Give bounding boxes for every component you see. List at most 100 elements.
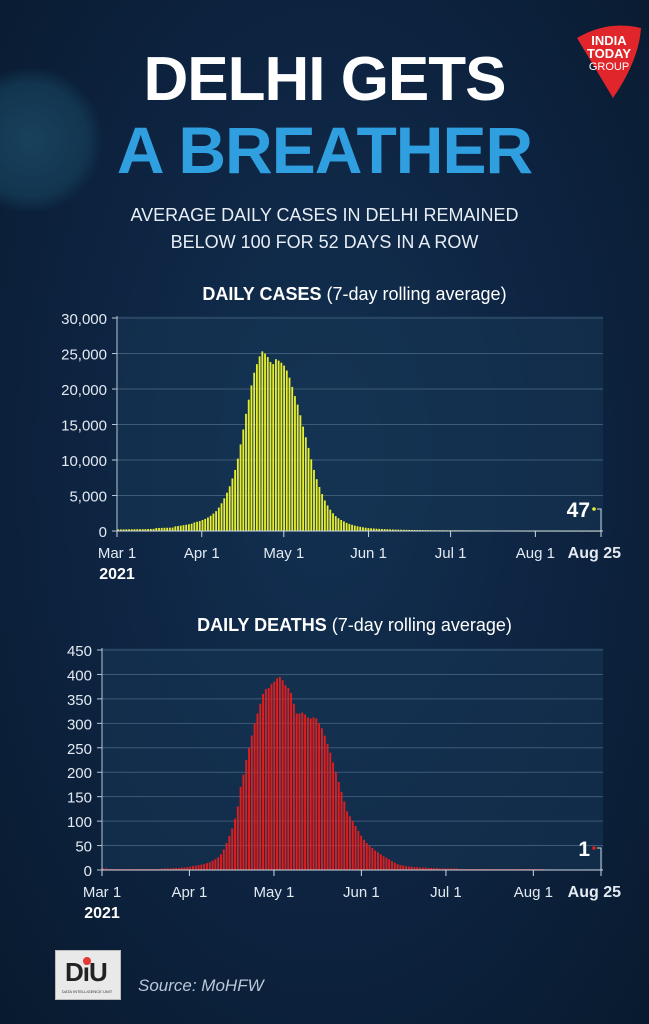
svg-text:TODAY: TODAY (587, 46, 631, 61)
deaths-bar (312, 717, 315, 870)
deaths-bar (416, 867, 419, 870)
cases-bar (231, 478, 234, 531)
cases-bar (152, 528, 155, 531)
deaths-last-value-dot (592, 846, 596, 850)
cases-bar (304, 437, 307, 531)
deaths-bar (332, 762, 335, 870)
cases-bar (168, 527, 171, 531)
deaths-bar (329, 752, 332, 870)
deaths-bar (323, 735, 326, 870)
cases-bar (329, 509, 332, 531)
cases-bar (285, 370, 288, 531)
cases-bar (215, 511, 218, 531)
cases-bar (383, 529, 386, 531)
cases-bar (318, 486, 321, 531)
cases-xtick-label: May 1 (263, 545, 304, 562)
cases-bar (144, 529, 147, 531)
deaths-title-rest: (7-day rolling average) (326, 615, 512, 635)
deaths-bar (290, 693, 293, 870)
deaths-last-value-leader (597, 847, 602, 870)
cases-bar (136, 529, 139, 531)
deaths-bar (391, 861, 393, 870)
deaths-bar (452, 868, 455, 870)
cases-bar (198, 521, 201, 531)
cases-bar (166, 527, 169, 531)
cases-bar (177, 526, 179, 531)
deaths-bar (360, 835, 363, 870)
deaths-bar (284, 685, 287, 870)
deaths-bar (200, 864, 203, 870)
cases-bar (201, 519, 204, 531)
deaths-bar (102, 868, 105, 870)
deaths-bar (424, 867, 427, 870)
deaths-ytick-label: 50 (75, 839, 92, 856)
cases-bar (141, 529, 144, 531)
deaths-bar (399, 865, 402, 870)
deaths-bar (225, 843, 228, 870)
cases-last-value-leader (597, 508, 602, 531)
cases-bar (171, 527, 174, 531)
cases-bar (217, 507, 220, 531)
cases-bar (147, 529, 150, 531)
cases-bar (223, 498, 226, 531)
deaths-bar (363, 839, 365, 870)
cases-year-label: 2021 (99, 566, 135, 583)
deaths-bar (337, 782, 340, 870)
cases-bar (402, 529, 405, 531)
deaths-ytick-label: 250 (67, 741, 92, 758)
deaths-bar (298, 713, 301, 870)
deaths-bar (242, 774, 245, 870)
deaths-ytick-label: 150 (67, 790, 92, 807)
deaths-bar (161, 868, 164, 870)
cases-bar (269, 362, 272, 531)
cases-bar (245, 413, 247, 531)
deaths-bar (250, 735, 253, 870)
cases-bar (337, 518, 340, 531)
cases-xtick-label: Mar 1 (98, 545, 136, 562)
cases-bar (236, 458, 239, 531)
deaths-chart: 0 50 100 150 200 250 300 350 400 450 Mar 1 Apr 1 May… (67, 643, 621, 920)
cases-xtick-label: Apr 1 (184, 545, 220, 562)
deaths-bar (217, 857, 220, 870)
cases-bar (323, 500, 326, 531)
cases-bar (255, 364, 258, 531)
deaths-bar (438, 868, 441, 870)
cases-last-value-label: 47 (567, 499, 590, 522)
cases-bar (163, 527, 166, 531)
deaths-bar (163, 868, 166, 870)
deaths-bar (228, 835, 231, 870)
cases-bar (372, 528, 375, 531)
deaths-bar (180, 867, 183, 870)
diu-logo: DiU DATA INTELLIGENCE UNIT (55, 950, 121, 1000)
cases-bar (158, 527, 160, 531)
deaths-bar (239, 786, 242, 870)
deaths-xtick-label: Aug 1 (514, 884, 553, 901)
cases-bar (389, 529, 392, 531)
cases-bar (340, 519, 343, 531)
cases-title-rest: (7-day rolling average) (321, 284, 507, 304)
deaths-bar (273, 681, 276, 870)
cases-last-value-dot (592, 507, 596, 511)
deaths-bar (189, 866, 192, 870)
cases-bar (367, 528, 370, 531)
title-line-2: A BREATHER (116, 113, 533, 187)
deaths-bar (357, 830, 360, 870)
cases-bar (400, 529, 402, 531)
cases-bar (266, 357, 269, 531)
deaths-ytick-label: 100 (67, 814, 92, 831)
deaths-xtick-label: May 1 (254, 884, 295, 901)
cases-chart-title: DAILY CASES (7-day rolling average) (60, 284, 649, 305)
cases-chart: 0 5,000 10,000 15,000 20,000 25,000 30,000 Mar … (61, 311, 621, 583)
deaths-bar (245, 760, 248, 870)
cases-bar (234, 469, 237, 531)
deaths-xtick-label: Aug 25 (568, 884, 621, 901)
deaths-bar (186, 867, 189, 870)
deaths-bar (175, 868, 178, 870)
cases-bar (130, 529, 133, 531)
deaths-ytick-label: 300 (67, 716, 92, 733)
cases-bar (220, 503, 223, 531)
deaths-bar (433, 868, 436, 870)
cases-bar (185, 524, 188, 531)
cases-bar (264, 353, 266, 531)
deaths-bar (197, 865, 200, 870)
